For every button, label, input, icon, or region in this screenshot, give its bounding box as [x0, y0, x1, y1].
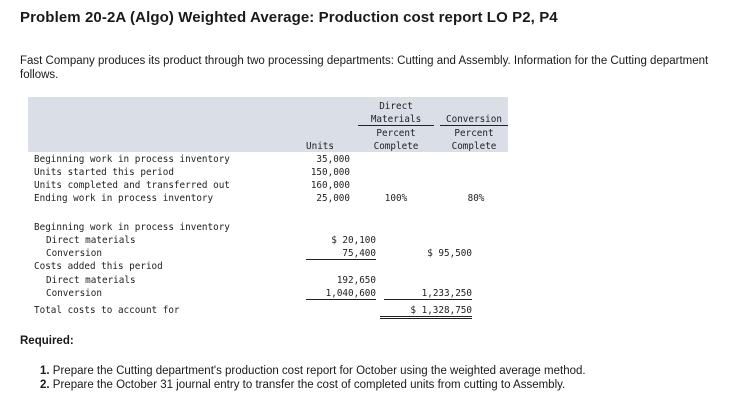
header-dm-line3: Percent: [376, 128, 416, 139]
header-conv-line2: Percent: [454, 128, 494, 139]
row-total: $ 1,328,750: [380, 305, 472, 319]
list-item: 1. Prepare the Cutting department's prod…: [40, 364, 586, 378]
header-dm-line1: Direct: [379, 101, 413, 112]
row-conv-percent: 80%: [467, 193, 485, 204]
cost-data-table: Units Direct Materials Percent Complete …: [28, 97, 508, 319]
list-item: 2. Prepare the October 31 journal entry …: [40, 378, 586, 392]
row-amount: 192,650: [336, 275, 376, 286]
header-dm-line4: Complete: [373, 141, 419, 152]
item-number: 1.: [40, 365, 50, 377]
required-list: 1. Prepare the Cutting department's prod…: [40, 364, 586, 392]
row-label: Costs added this period: [34, 261, 163, 272]
row-label: Conversion: [46, 288, 102, 299]
row-label: Units completed and transferred out: [34, 180, 230, 191]
row-amount: 1,040,600: [306, 288, 376, 300]
problem-title: Problem 20-2A (Algo) Weighted Average: P…: [20, 9, 558, 26]
row-label: Beginning work in process inventory: [34, 222, 230, 233]
row-subtotal: $ 95,500: [427, 248, 472, 259]
item-text: Prepare the October 31 journal entry to …: [52, 379, 566, 391]
header-dm-rule: [358, 125, 434, 126]
row-label: Units started this period: [34, 167, 174, 178]
item-number: 2.: [40, 379, 50, 391]
header-conv-rule: [440, 125, 508, 126]
row-units: 150,000: [310, 167, 350, 178]
row-label: Beginning work in process inventory: [34, 154, 230, 165]
row-units: 35,000: [316, 154, 350, 165]
row-label: Direct materials: [46, 275, 136, 286]
table-header-band: [28, 97, 508, 152]
item-text: Prepare the Cutting department's product…: [52, 365, 586, 377]
header-conv-line1: Conversion: [446, 114, 502, 125]
header-dm-line2: Materials: [370, 114, 422, 125]
row-subtotal: 1,233,250: [384, 288, 472, 300]
row-dm-percent: 100%: [384, 193, 408, 204]
row-amount: $ 20,100: [331, 235, 376, 246]
row-label: Total costs to account for: [34, 305, 180, 316]
row-label: Conversion: [46, 248, 102, 259]
row-units: 160,000: [310, 180, 350, 191]
header-units: Units: [306, 141, 334, 152]
row-amount: 75,400: [306, 248, 376, 260]
row-units: 25,000: [316, 193, 350, 204]
header-conv-line3: Complete: [451, 141, 497, 152]
required-heading: Required:: [20, 335, 74, 347]
row-label: Ending work in process inventory: [34, 193, 214, 204]
problem-intro: Fast Company produces its product throug…: [20, 55, 709, 81]
row-label: Direct materials: [46, 235, 136, 246]
